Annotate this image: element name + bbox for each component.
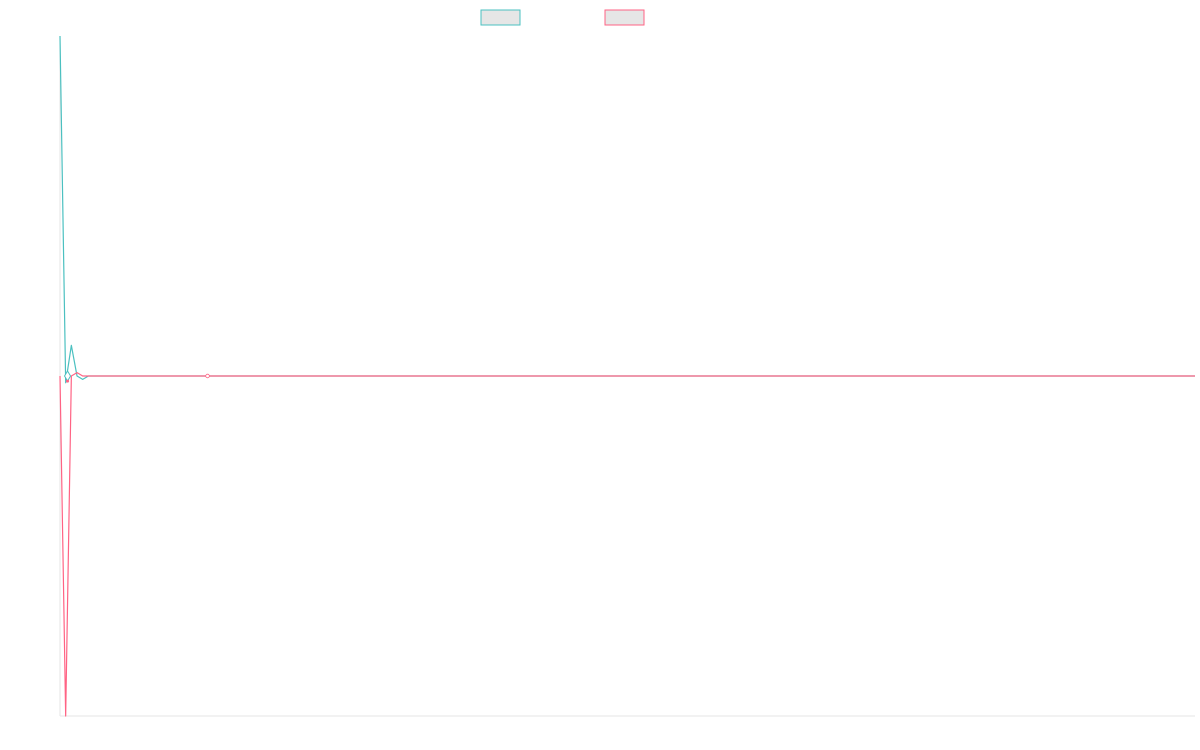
series-1: [59, 35, 1195, 384]
legend[interactable]: [480, 9, 645, 26]
legend-item-1[interactable]: [480, 9, 521, 26]
series-line-2: [59, 372, 1195, 717]
series-line-1: [59, 35, 1195, 384]
series-layer: [59, 35, 1195, 717]
data-point: [205, 373, 210, 379]
series-2: [59, 372, 1195, 717]
data-point: [66, 379, 70, 383]
legend-swatch: [480, 9, 521, 26]
legend-swatch: [604, 9, 645, 26]
legend-item-2[interactable]: [604, 9, 645, 26]
